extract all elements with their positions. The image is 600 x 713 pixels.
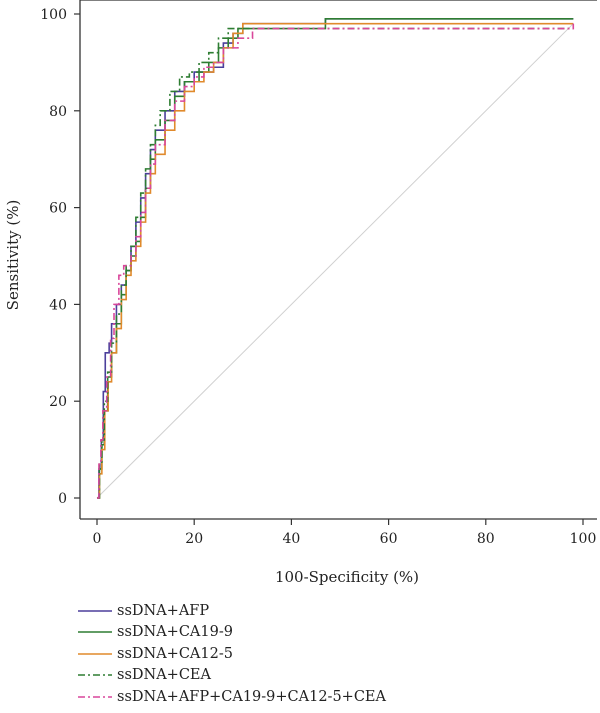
x-tick-label: 80 bbox=[477, 531, 495, 547]
legend: ssDNA+AFP ssDNA+CA19-9 ssDNA+CA12-5 ssDNA+C… bbox=[78, 600, 578, 708]
series-line-5 bbox=[97, 23, 575, 499]
roc-chart: 0 20 40 60 80 100 0 20 40 60 80 100 100-Specificity… bbox=[4, 0, 597, 586]
y-tick-label: 0 bbox=[58, 491, 67, 507]
legend-label: ssDNA+CEA bbox=[117, 667, 211, 684]
legend-swatch bbox=[78, 631, 112, 634]
series-line-2 bbox=[97, 18, 574, 499]
x-tick-label: 0 bbox=[93, 531, 102, 547]
y-tick-label: 100 bbox=[40, 7, 67, 23]
tick-layer: 0 20 40 60 80 100 0 20 40 60 80 100 bbox=[40, 7, 596, 547]
y-tick-label: 20 bbox=[49, 394, 67, 410]
legend-item: ssDNA+CA19-9 bbox=[78, 622, 578, 644]
x-tick-label: 40 bbox=[282, 531, 300, 547]
legend-item: ssDNA+AFP+CA19-9+CA12-5+CEA bbox=[78, 686, 578, 708]
legend-item: ssDNA+CA12-5 bbox=[78, 643, 578, 665]
legend-label: ssDNA+CA12-5 bbox=[117, 645, 233, 662]
reference-line bbox=[96, 23, 574, 499]
x-axis-title: 100-Specificity (%) bbox=[275, 568, 419, 586]
series-line-4 bbox=[97, 27, 574, 499]
legend-swatch bbox=[78, 674, 112, 677]
y-tick-label: 40 bbox=[49, 297, 67, 313]
legend-item: ssDNA+AFP bbox=[78, 600, 578, 622]
legend-swatch bbox=[78, 652, 112, 655]
legend-item: ssDNA+CEA bbox=[78, 665, 578, 687]
y-tick-label: 80 bbox=[49, 104, 67, 120]
legend-swatch bbox=[78, 695, 112, 698]
legend-label: ssDNA+CA19-9 bbox=[117, 624, 233, 641]
x-tick-label: 20 bbox=[185, 531, 203, 547]
series-line-1 bbox=[97, 18, 574, 499]
series-layer bbox=[97, 18, 575, 499]
legend-label: ssDNA+AFP+CA19-9+CA12-5+CEA bbox=[117, 688, 386, 705]
x-tick-label: 100 bbox=[570, 531, 597, 547]
x-tick-label: 60 bbox=[380, 531, 398, 547]
legend-swatch bbox=[78, 609, 112, 612]
axes-layer bbox=[79, 0, 597, 520]
y-tick-label: 60 bbox=[49, 201, 67, 217]
y-axis-title: Sensitivity (%) bbox=[4, 200, 22, 311]
legend-label: ssDNA+AFP bbox=[117, 602, 210, 619]
